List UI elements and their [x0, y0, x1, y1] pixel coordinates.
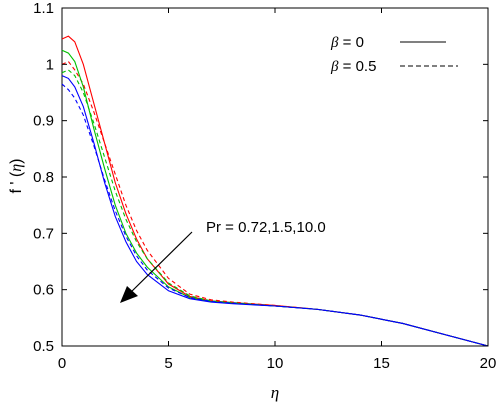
series-line-5	[61, 83, 489, 347]
legend-label-0: β = 0	[330, 34, 364, 51]
y-tick-label: 0.9	[33, 113, 54, 130]
x-tick-label: 20	[480, 355, 497, 372]
legend-value-0: = 0	[338, 34, 363, 51]
x-tick-label: 5	[164, 355, 172, 372]
x-tick-label: 0	[58, 355, 66, 372]
y-tick-label: 0.8	[33, 169, 54, 186]
y-tick-label: 1	[46, 56, 54, 73]
annotation-text: Pr = 0.72,1.5,10.0	[206, 219, 326, 236]
y-tick-label: 0.5	[33, 338, 54, 355]
y-axis-title-var: η	[8, 164, 25, 172]
x-tick-label: 10	[267, 355, 284, 372]
series-layer	[61, 35, 489, 347]
legend-symbol-1: β	[330, 59, 339, 75]
y-axis-title-close: )	[8, 159, 25, 164]
y-tick-label: 1.1	[33, 0, 54, 17]
annotation: Pr = 0.72,1.5,10.0	[120, 219, 326, 303]
legend-label-1: β = 0.5	[330, 58, 376, 75]
y-axis-title-main: f ' (	[8, 171, 25, 193]
x-tick-label: 15	[373, 355, 390, 372]
y-tick-label: 0.7	[33, 225, 54, 242]
legend-value-1: = 0.5	[338, 58, 376, 75]
y-tick-label: 0.6	[33, 282, 54, 299]
y-axis-title: f ' (η)	[8, 159, 25, 194]
annotation-arrowhead	[120, 286, 138, 303]
ticks-layer: 0 5 10 15 20 0.5 0.6 0.7 0.8 0.9 1 1.1	[33, 0, 496, 372]
legend-symbol-0: β	[330, 35, 339, 51]
annotation-arrow-line	[127, 231, 193, 296]
x-axis-title: η	[271, 383, 279, 402]
legend: β = 0 β = 0.5	[330, 34, 458, 75]
